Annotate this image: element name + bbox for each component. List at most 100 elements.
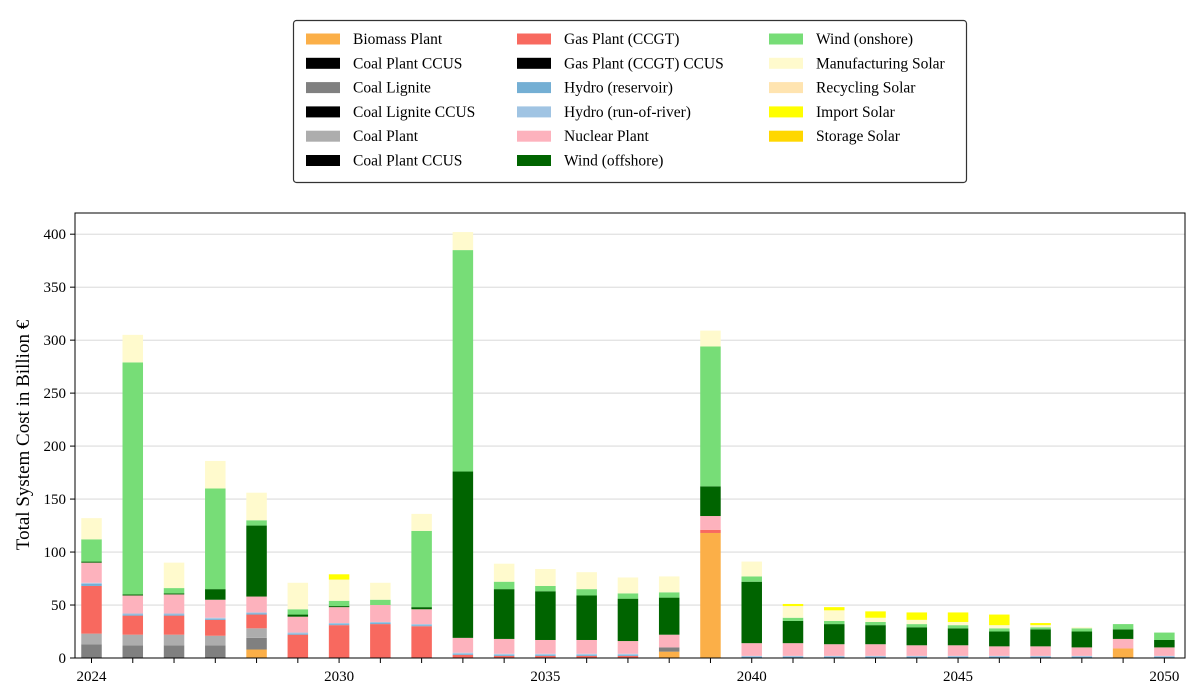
bar-segment	[617, 654, 639, 656]
bar-segment	[328, 625, 350, 658]
bar-segment	[1071, 647, 1093, 656]
bar-segment	[205, 635, 226, 646]
plot-frame	[74, 212, 1186, 659]
bar-segment	[411, 513, 432, 531]
legend-label: Wind (offshore)	[564, 153, 663, 170]
legend-label: Gas Plant (CCGT)	[564, 31, 679, 48]
bar-segment	[1030, 629, 1051, 647]
bar-segment	[1154, 639, 1175, 648]
bar-segment	[493, 653, 515, 655]
legend-swatch	[517, 82, 551, 94]
bar-segment	[741, 581, 762, 644]
bar-segment	[163, 613, 185, 615]
bar-segment	[535, 655, 556, 658]
bar-segment	[205, 589, 226, 600]
legend-label: Nuclear Plant	[564, 128, 649, 145]
bar-segment	[1154, 656, 1175, 658]
bar-segment	[287, 634, 309, 658]
bar-segment	[452, 232, 474, 251]
legend-label: Biomass Plant	[353, 31, 443, 48]
y-tick-label: 250	[44, 386, 67, 402]
bar-segment	[1154, 655, 1175, 657]
bar-segment	[163, 593, 185, 595]
bar-segment	[452, 652, 474, 654]
x-tick-label: 2040	[737, 669, 767, 685]
bar-segment	[535, 585, 556, 592]
bar-segment	[1071, 656, 1093, 658]
bar-segment	[452, 654, 474, 658]
legend: Biomass Plant Coal Plant CCUS Coal Lignite…	[292, 19, 968, 184]
bar-segment	[906, 612, 928, 620]
legend-swatch	[517, 33, 551, 45]
bar-segment	[947, 612, 969, 622]
bar-segment	[205, 460, 226, 489]
bar-segment	[658, 647, 680, 652]
bar-segment	[205, 488, 226, 590]
bar-segment	[700, 486, 721, 517]
legend-label: Coal Plant CCUS	[353, 55, 462, 72]
bar-segment	[658, 592, 680, 598]
bar-segment	[452, 637, 474, 653]
bar-segment	[535, 569, 556, 586]
bar-segment	[535, 639, 556, 654]
bar-segment	[246, 649, 267, 658]
bar-segment	[81, 582, 102, 584]
bar-segment	[741, 643, 762, 656]
legend-swatch	[769, 106, 803, 118]
bar-segment	[782, 656, 804, 658]
bar-segment	[122, 614, 144, 616]
bar-segment	[370, 623, 391, 625]
bar-segment	[1030, 655, 1051, 657]
bar-segment	[782, 603, 804, 607]
bar-segment	[906, 645, 928, 656]
axes: 0 50 100 150 200 250 300 350 400 2024 2030 2035 2040…	[44, 212, 1186, 685]
x-tick-label: 2024	[77, 669, 108, 685]
bar-segment	[328, 624, 350, 626]
bar-segment	[205, 618, 226, 620]
bar-segment	[824, 655, 845, 657]
bar-segment	[658, 576, 680, 593]
bar-segment	[493, 655, 515, 658]
bar-segment	[370, 605, 391, 622]
bar-segment	[989, 628, 1010, 632]
y-tick-label: 200	[44, 439, 67, 455]
bar-segment	[865, 611, 886, 618]
bar-segment	[246, 520, 267, 526]
bar-segment	[452, 471, 474, 638]
legend-swatch	[517, 130, 551, 142]
bar-segment	[246, 612, 267, 614]
bar-segment	[81, 562, 102, 583]
bar-segment	[576, 639, 597, 654]
bar-segment	[617, 641, 639, 654]
bar-segment	[81, 585, 102, 634]
bars	[81, 232, 1175, 658]
x-tick-label: 2030	[324, 669, 354, 685]
bar-segment	[287, 614, 309, 617]
bar-segment	[947, 621, 969, 626]
legend-label: Coal Lignite	[353, 80, 431, 97]
legend-label: Wind (onshore)	[816, 31, 913, 48]
bar-segment	[287, 616, 309, 633]
bar-segment	[370, 582, 391, 600]
bar-segment	[700, 529, 721, 533]
bar-segment	[122, 362, 144, 595]
bar-segment	[246, 628, 267, 638]
bar-segment	[989, 614, 1010, 626]
bar-segment	[865, 621, 886, 626]
bar-segment	[246, 596, 267, 613]
bar-segment	[163, 562, 185, 589]
bar-segment	[700, 346, 721, 487]
legend-swatch	[769, 33, 803, 45]
bar-segment	[1071, 628, 1093, 632]
bar-segment	[824, 607, 845, 611]
legend-label: Coal Plant	[353, 128, 419, 145]
bar-segment	[163, 614, 185, 616]
legend-label: Recycling Solar	[816, 80, 916, 97]
bar-segment	[493, 654, 515, 656]
bar-segment	[246, 492, 267, 521]
bar-segment	[824, 610, 845, 621]
bar-segment	[1030, 627, 1051, 630]
bar-segment	[246, 637, 267, 650]
bar-segment	[989, 655, 1010, 657]
bar-segment	[576, 655, 597, 658]
